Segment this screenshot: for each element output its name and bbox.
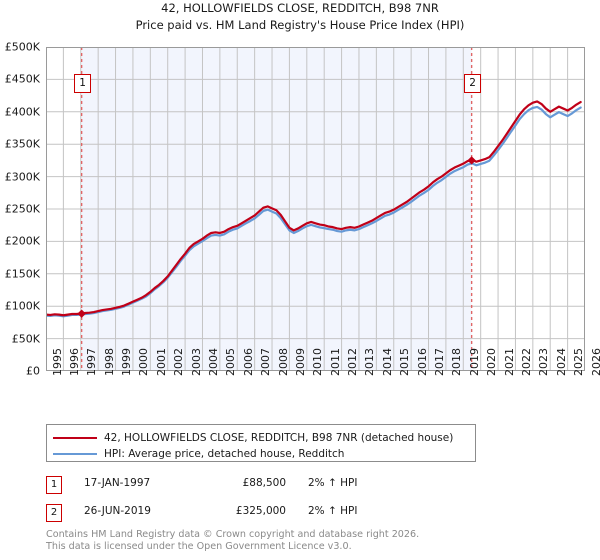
chart-marker-2: 2 xyxy=(464,74,482,93)
y-axis-tick-label: £250K xyxy=(4,202,40,216)
y-axis-tick-label: £150K xyxy=(4,267,40,281)
x-axis-tick-label: 2012 xyxy=(346,348,360,376)
transaction-point xyxy=(77,309,86,318)
chart-canvas xyxy=(46,47,585,371)
x-axis-tick-label: 2009 xyxy=(293,348,307,376)
footer-attribution: Contains HM Land Registry data © Crown c… xyxy=(46,529,566,552)
y-axis-tick-label: £100K xyxy=(4,299,40,313)
x-axis-tick-label: 2023 xyxy=(537,348,551,376)
transaction-price: £88,500 xyxy=(242,477,286,489)
footer-line-copyright: Contains HM Land Registry data © Crown c… xyxy=(46,529,420,540)
y-axis-tick-label: £400K xyxy=(4,105,40,119)
x-axis-tick-label: 2004 xyxy=(206,348,220,376)
transaction-marker-badge: 2 xyxy=(46,504,62,522)
footer-line-licence: This data is licensed under the Open Gov… xyxy=(46,540,352,552)
legend-item-price: 42, HOLLOWFIELDS CLOSE, REDDITCH, B98 7N… xyxy=(53,430,453,446)
chart-legend: 42, HOLLOWFIELDS CLOSE, REDDITCH, B98 7N… xyxy=(46,424,476,462)
page-subtitle: Price paid vs. HM Land Registry's House … xyxy=(135,18,465,32)
x-axis-tick-label: 2026 xyxy=(589,348,600,376)
x-axis-tick-label: 2002 xyxy=(172,348,186,376)
x-axis-tick-label: 1999 xyxy=(120,348,134,376)
x-axis-tick-label: 1998 xyxy=(102,348,116,376)
chart-marker-1: 1 xyxy=(74,74,92,93)
y-axis-tick-label: £300K xyxy=(4,170,40,184)
transaction-hpi-delta: 2% ↑ HPI xyxy=(308,477,358,489)
legend-swatch-price xyxy=(53,437,97,439)
x-axis-tick-label: 1995 xyxy=(50,348,64,376)
legend-label-price: 42, HOLLOWFIELDS CLOSE, REDDITCH, B98 7N… xyxy=(104,432,454,444)
y-axis-tick-label: £500K xyxy=(4,40,40,54)
x-axis-tick-label: 1996 xyxy=(67,348,81,376)
x-axis-labels: 1995 1996 1997 1998 1999 2000 2001 2002 2003 2004… xyxy=(46,348,600,414)
legend-item-hpi: HPI: Average price, detached house, Redd… xyxy=(53,446,344,462)
x-axis-tick-label: 2006 xyxy=(241,348,255,376)
x-axis-tick-label: 2015 xyxy=(398,348,412,376)
y-axis-tick-label: £0 xyxy=(26,364,40,378)
x-axis-tick-label: 1997 xyxy=(85,348,99,376)
chart-title-block: 42, HOLLOWFIELDS CLOSE, REDDITCH, B98 7N… xyxy=(0,0,600,34)
transaction-date: 26-JUN-2019 xyxy=(84,505,151,517)
page-title: 42, HOLLOWFIELDS CLOSE, REDDITCH, B98 7N… xyxy=(161,1,439,15)
x-axis-tick-label: 2000 xyxy=(137,348,151,376)
x-axis-tick-label: 2011 xyxy=(328,348,342,376)
x-axis-tick-label: 2018 xyxy=(450,348,464,376)
x-axis-tick-label: 2025 xyxy=(572,348,586,376)
y-axis-tick-label: £50K xyxy=(11,332,40,346)
legend-label-hpi: HPI: Average price, detached house, Redd… xyxy=(104,448,345,460)
x-axis-tick-label: 2022 xyxy=(519,348,533,376)
transaction-hpi-delta: 2% ↑ HPI xyxy=(308,505,358,517)
x-axis-tick-label: 2019 xyxy=(467,348,481,376)
plot-area xyxy=(46,47,585,371)
x-axis-tick-label: 2008 xyxy=(276,348,290,376)
x-axis-tick-label: 2007 xyxy=(259,348,273,376)
legend-swatch-hpi xyxy=(53,453,97,455)
x-axis-tick-label: 2016 xyxy=(415,348,429,376)
x-axis-tick-label: 2001 xyxy=(154,348,168,376)
y-axis-tick-label: £350K xyxy=(4,137,40,151)
transaction-date: 17-JAN-1997 xyxy=(84,477,151,489)
x-axis-tick-label: 2005 xyxy=(224,348,238,376)
x-axis-tick-label: 2017 xyxy=(433,348,447,376)
x-axis-tick-label: 2021 xyxy=(502,348,516,376)
x-axis-tick-label: 2010 xyxy=(311,348,325,376)
y-axis-labels: £0 £50K £100K £150K £200K £250K £300K £350K £400… xyxy=(0,41,44,378)
x-axis-tick-label: 2020 xyxy=(485,348,499,376)
transaction-point xyxy=(467,156,476,165)
x-axis-tick-label: 2024 xyxy=(554,348,568,376)
x-axis-tick-label: 2003 xyxy=(189,348,203,376)
y-axis-tick-label: £450K xyxy=(4,72,40,86)
transaction-marker-badge: 1 xyxy=(46,476,62,494)
series-line-price xyxy=(46,100,582,317)
y-axis-tick-label: £200K xyxy=(4,234,40,248)
x-axis-tick-label: 2013 xyxy=(363,348,377,376)
x-axis-tick-label: 2014 xyxy=(380,348,394,376)
transaction-price: £325,000 xyxy=(235,505,286,517)
